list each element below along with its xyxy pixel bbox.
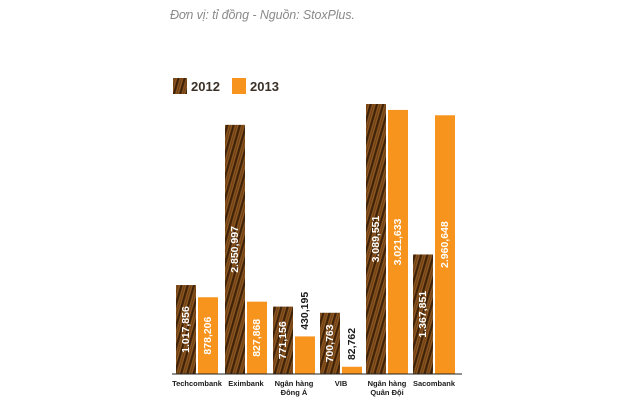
bar-ngan-hang-quan-doi-2013 bbox=[388, 109, 408, 374]
category-label-eximbank: Eximbank bbox=[228, 379, 264, 388]
value-label-ngan-hang-dong-a-2013: 430,195 bbox=[299, 292, 311, 330]
value-label-eximbank-2012: 2.850,997 bbox=[229, 226, 241, 273]
bar-techcombank-2012 bbox=[176, 285, 196, 374]
bar-vib-2012 bbox=[320, 312, 340, 374]
bar-eximbank-2013 bbox=[247, 301, 267, 374]
value-label-vib-2013: 82,762 bbox=[346, 328, 358, 360]
value-label-sacombank-2013: 2.960,648 bbox=[439, 221, 451, 268]
bar-vib-2013 bbox=[342, 366, 362, 374]
legend-swatch-2012 bbox=[173, 78, 187, 94]
bar-ngan-hang-dong-a-2013 bbox=[295, 336, 315, 374]
value-label-ngan-hang-quan-doi-2012: 3.089,551 bbox=[370, 215, 382, 262]
value-label-techcombank-2013: 878,206 bbox=[202, 316, 214, 354]
value-labels-layer: 1.017,856 878,206 2.850,997 827,868 771,156 4… bbox=[180, 215, 451, 362]
bar-ngan-hang-quan-doi-2012 bbox=[366, 104, 386, 374]
bar-techcombank-2013 bbox=[198, 297, 218, 374]
category-label-ngan-hang-quan-doi-line1: Ngân hàng bbox=[368, 379, 407, 388]
chart-subtitle: Đơn vị: tỉ đồng - Nguồn: StoxPlus. bbox=[170, 8, 355, 22]
value-label-eximbank-2013: 827,868 bbox=[251, 319, 263, 357]
value-label-techcombank-2012: 1.017,856 bbox=[180, 306, 192, 353]
legend-label-2013: 2013 bbox=[250, 79, 279, 94]
legend-label-2012: 2012 bbox=[191, 79, 220, 94]
bars-layer bbox=[176, 104, 455, 374]
bar-sacombank-2012 bbox=[413, 254, 433, 374]
category-label-sacombank: Sacombank bbox=[413, 379, 456, 388]
value-label-vib-2012: 700,763 bbox=[324, 324, 336, 362]
category-label-ngan-hang-dong-a-line2: Đông Á bbox=[281, 388, 308, 397]
chart-legend: 2012 2013 bbox=[173, 78, 279, 94]
bar-eximbank-2012 bbox=[225, 124, 245, 374]
category-label-ngan-hang-quan-doi-line2: Quân Đội bbox=[370, 388, 403, 397]
value-label-ngan-hang-quan-doi-2013: 3.021,633 bbox=[392, 218, 404, 265]
legend-swatch-2013 bbox=[232, 78, 246, 94]
category-label-vib: VIB bbox=[335, 379, 348, 388]
bar-ngan-hang-dong-a-2012 bbox=[273, 306, 293, 374]
value-label-sacombank-2012: 1.367,851 bbox=[417, 291, 429, 338]
bar-sacombank-2013 bbox=[435, 115, 455, 374]
value-label-ngan-hang-dong-a-2012: 771,156 bbox=[277, 321, 289, 359]
category-label-techcombank: Techcombank bbox=[172, 379, 223, 388]
category-label-ngan-hang-dong-a-line1: Ngân hàng bbox=[275, 379, 314, 388]
